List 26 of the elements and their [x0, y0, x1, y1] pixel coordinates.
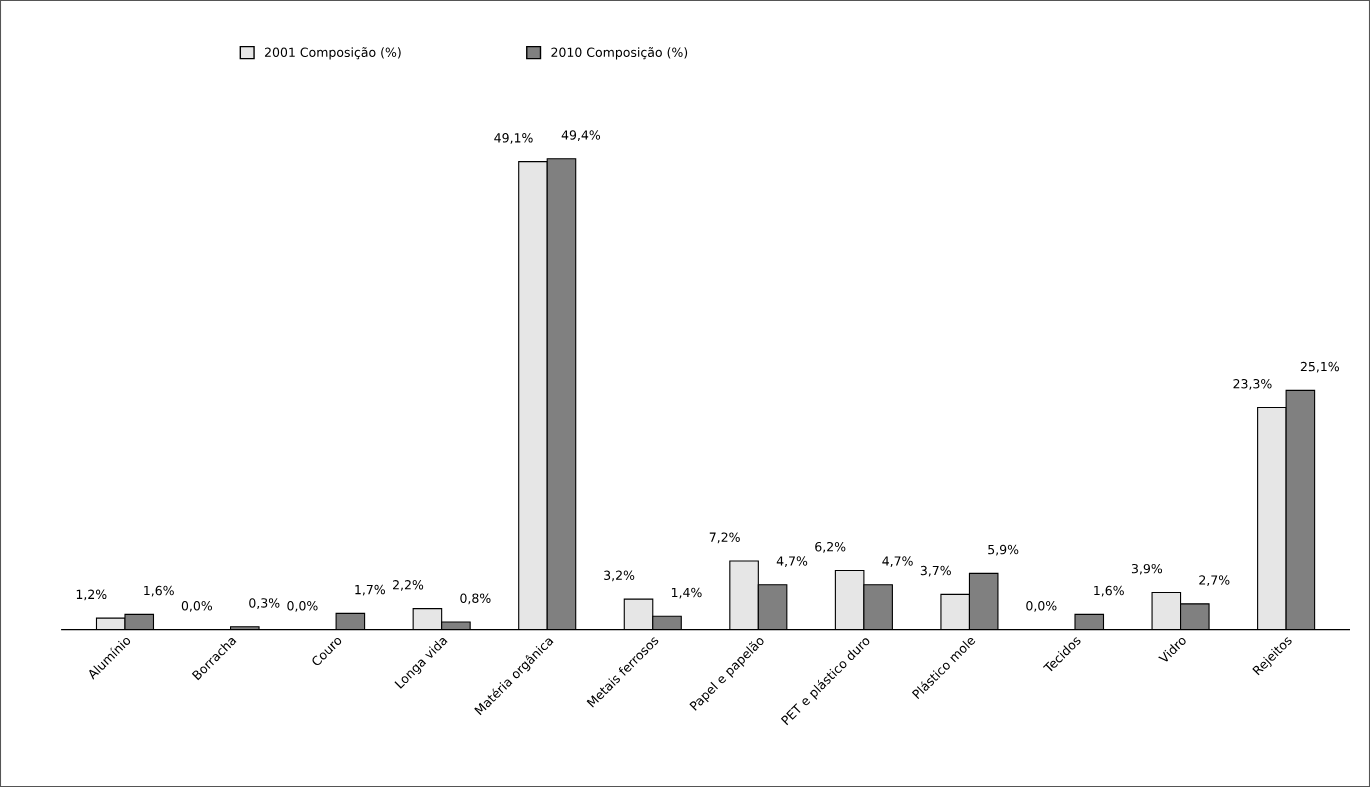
data-label: 3,9%	[1131, 563, 1163, 575]
data-label: 2,7%	[1199, 575, 1230, 587]
data-label: 49,1%	[494, 133, 533, 144]
data-label: 25,1%	[1300, 361, 1339, 373]
data-label: 3,2%	[604, 570, 635, 582]
data-label: 7,2%	[709, 532, 740, 544]
data-label: 1,6%	[144, 585, 174, 597]
data-label: 4,7%	[776, 556, 808, 567]
data-label: 1,2%	[76, 589, 107, 601]
data-label: 49,4%	[561, 130, 601, 141]
data-label: 3,7%	[920, 565, 951, 577]
data-label: 2,2%	[393, 580, 424, 591]
data-label: 6,2%	[815, 541, 846, 553]
data-label: 4,7%	[882, 556, 913, 567]
data-label: 0,0%	[1026, 601, 1057, 612]
data-label: 0,3%	[249, 598, 280, 609]
data-label: 1,4%	[671, 587, 702, 599]
data-label: 0,0%	[287, 601, 318, 612]
data-label: 23,3%	[1233, 379, 1272, 390]
data-label: 5,9%	[988, 544, 1019, 556]
data-label: 0,0%	[181, 601, 213, 612]
legend-label: 2001 Composição (%)	[264, 47, 401, 60]
data-label: 1,6%	[1094, 585, 1124, 597]
legend-label: 2010 Composição (%)	[551, 47, 688, 60]
data-label: 0,8%	[460, 593, 491, 605]
data-label: 1,7%	[355, 584, 385, 596]
